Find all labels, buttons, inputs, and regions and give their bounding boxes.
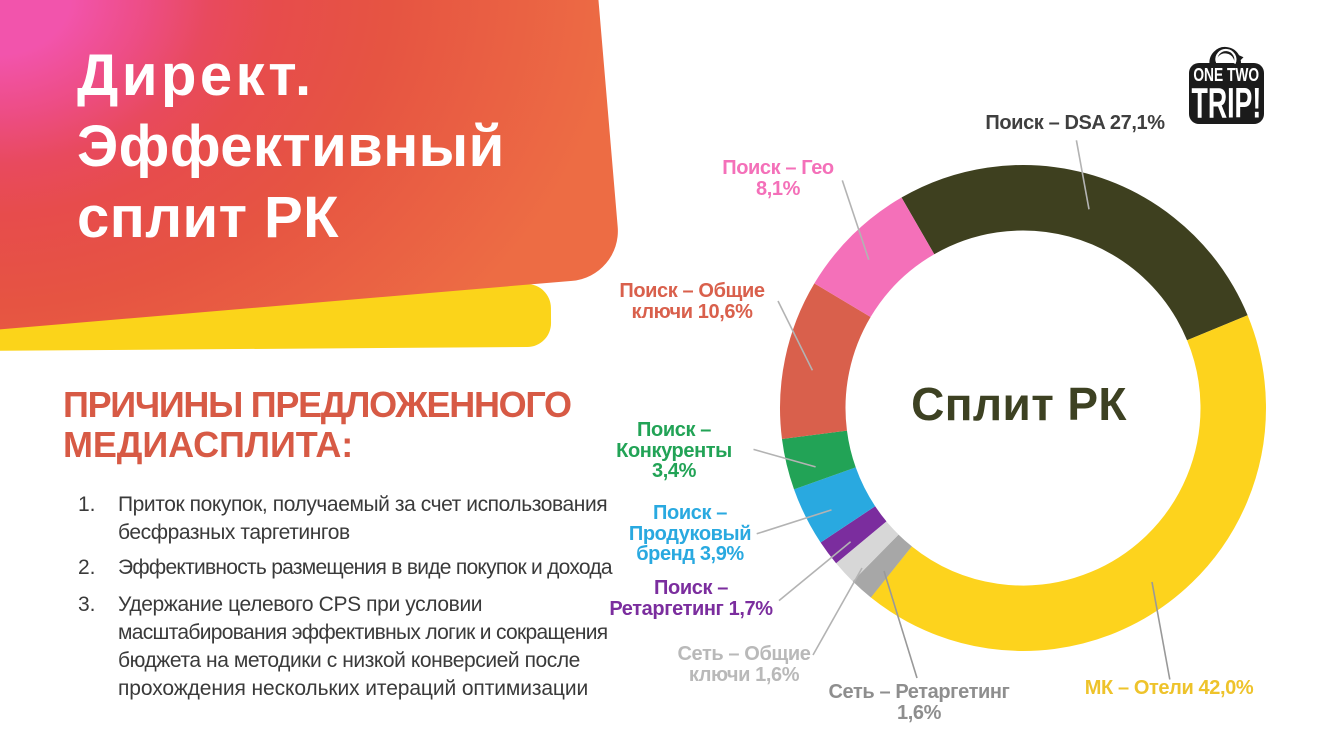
svg-text:ONE TWO: ONE TWO	[1193, 64, 1259, 85]
svg-text:TRIP!: TRIP!	[1192, 81, 1262, 128]
